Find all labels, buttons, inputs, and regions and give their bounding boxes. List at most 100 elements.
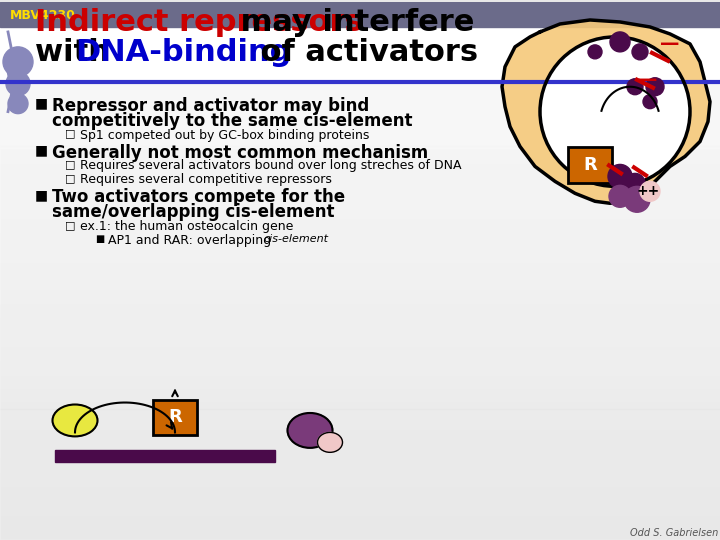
Bar bbox=[0, 484, 720, 485]
Bar bbox=[0, 486, 720, 487]
Bar bbox=[0, 395, 720, 396]
Bar bbox=[0, 406, 720, 407]
Bar bbox=[0, 194, 720, 195]
Text: Sp1 competed out by GC-box binding proteins: Sp1 competed out by GC-box binding prote… bbox=[80, 129, 369, 141]
Bar bbox=[0, 420, 720, 421]
Bar bbox=[0, 221, 720, 222]
Bar bbox=[0, 329, 720, 330]
Bar bbox=[0, 6, 720, 7]
Bar bbox=[0, 498, 720, 499]
Bar bbox=[0, 474, 720, 475]
Bar bbox=[0, 413, 720, 414]
Bar bbox=[0, 509, 720, 510]
Bar bbox=[0, 296, 720, 297]
Bar bbox=[0, 458, 720, 460]
Bar bbox=[0, 480, 720, 481]
Bar bbox=[0, 454, 720, 455]
Bar bbox=[0, 254, 720, 255]
Bar bbox=[0, 250, 720, 251]
Bar bbox=[0, 502, 720, 503]
Bar bbox=[0, 354, 720, 355]
Bar bbox=[0, 305, 720, 306]
Bar bbox=[0, 61, 720, 62]
Bar bbox=[0, 271, 720, 272]
Bar bbox=[0, 244, 720, 245]
Bar bbox=[0, 74, 720, 75]
Bar bbox=[0, 283, 720, 284]
Bar bbox=[0, 273, 720, 274]
Bar bbox=[0, 239, 720, 240]
Bar bbox=[0, 80, 720, 81]
Bar bbox=[0, 133, 720, 134]
Bar bbox=[0, 19, 720, 20]
Bar bbox=[0, 31, 720, 32]
Bar bbox=[0, 51, 720, 52]
Bar bbox=[0, 437, 720, 438]
Bar bbox=[0, 212, 720, 213]
Bar bbox=[0, 46, 720, 47]
Bar bbox=[0, 341, 720, 342]
Bar bbox=[0, 183, 720, 184]
Bar bbox=[0, 117, 720, 118]
Bar bbox=[0, 91, 720, 92]
Bar bbox=[0, 340, 720, 341]
Text: Two activators compete for the: Two activators compete for the bbox=[52, 188, 345, 206]
Circle shape bbox=[608, 165, 632, 188]
Bar bbox=[0, 223, 720, 224]
Bar bbox=[0, 199, 720, 200]
Bar bbox=[0, 464, 720, 465]
Bar bbox=[0, 22, 720, 23]
Bar bbox=[0, 188, 720, 190]
Bar bbox=[0, 252, 720, 253]
Bar bbox=[0, 26, 720, 27]
Bar bbox=[0, 210, 720, 211]
Bar bbox=[0, 137, 720, 138]
Bar bbox=[0, 400, 720, 401]
Bar bbox=[0, 204, 720, 205]
Bar bbox=[0, 144, 720, 145]
Bar bbox=[0, 278, 720, 279]
Bar bbox=[0, 414, 720, 415]
Text: □: □ bbox=[65, 220, 76, 230]
Circle shape bbox=[609, 185, 631, 207]
Bar bbox=[0, 370, 720, 372]
Bar bbox=[0, 369, 720, 370]
Bar bbox=[0, 433, 720, 434]
Text: Requires several activators bound over long streches of DNA: Requires several activators bound over l… bbox=[80, 159, 462, 172]
Bar bbox=[0, 143, 720, 144]
Bar bbox=[0, 30, 720, 31]
Bar bbox=[0, 125, 720, 126]
Bar bbox=[0, 503, 720, 504]
Bar bbox=[0, 468, 720, 469]
Bar bbox=[0, 522, 720, 523]
Bar bbox=[0, 195, 720, 197]
Ellipse shape bbox=[287, 413, 333, 448]
Bar bbox=[0, 25, 720, 26]
Bar bbox=[0, 118, 720, 119]
Bar bbox=[0, 467, 720, 468]
Bar bbox=[0, 173, 720, 174]
Bar bbox=[0, 360, 720, 361]
Text: ■: ■ bbox=[35, 97, 48, 111]
Bar bbox=[0, 460, 720, 461]
Bar bbox=[0, 145, 720, 146]
Bar bbox=[0, 64, 720, 65]
Bar bbox=[0, 499, 720, 500]
Bar bbox=[0, 481, 720, 482]
Bar bbox=[0, 151, 720, 152]
Bar bbox=[0, 295, 720, 296]
Bar bbox=[0, 538, 720, 539]
Bar bbox=[0, 70, 720, 71]
Bar bbox=[0, 533, 720, 534]
Bar bbox=[0, 81, 720, 82]
Bar bbox=[0, 132, 720, 133]
Text: +: + bbox=[665, 35, 679, 53]
Bar bbox=[0, 422, 720, 423]
Bar bbox=[0, 85, 720, 86]
Bar bbox=[0, 512, 720, 513]
Bar bbox=[0, 442, 720, 443]
Bar bbox=[0, 238, 720, 239]
Bar bbox=[0, 300, 720, 301]
Bar bbox=[0, 186, 720, 187]
Bar bbox=[0, 381, 720, 382]
